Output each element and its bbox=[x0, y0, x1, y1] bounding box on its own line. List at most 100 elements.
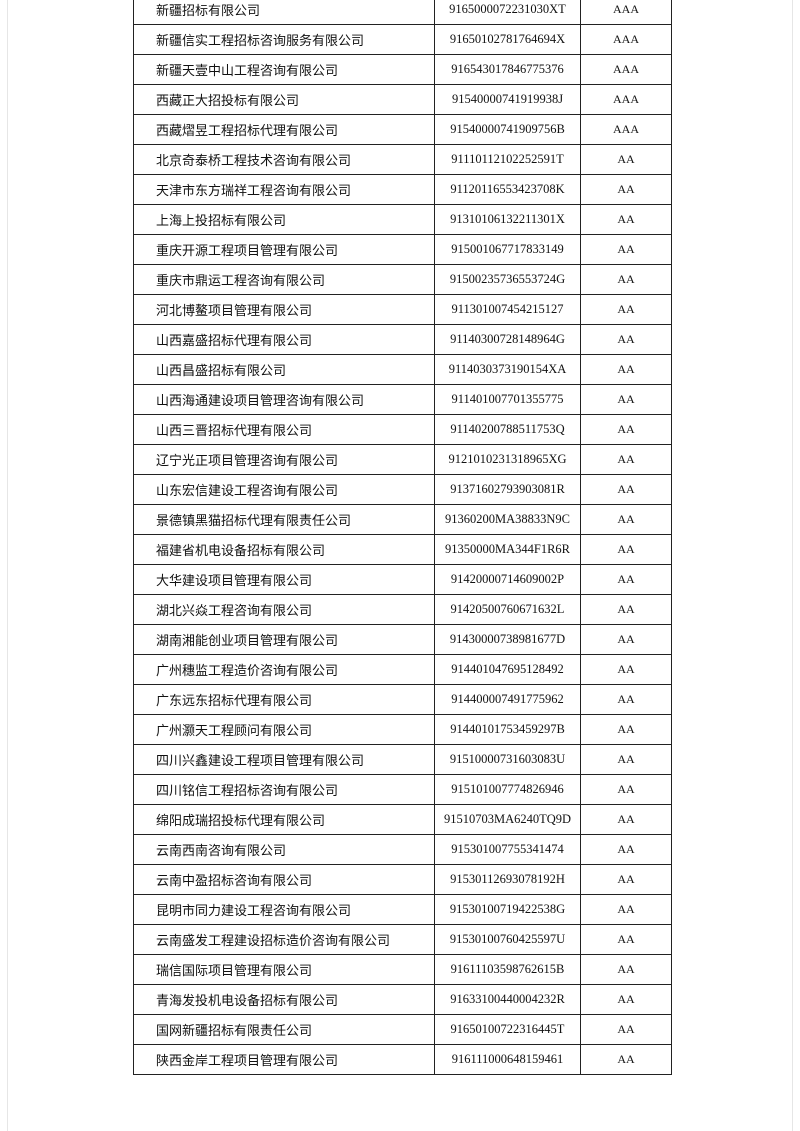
table-row: 四川铭信工程招标咨询有限公司 915101007774826946 AA bbox=[133, 774, 672, 805]
company-name: 广州穗监工程造价咨询有限公司 bbox=[133, 654, 435, 685]
table-row: 瑞信国际项目管理有限公司 91611103598762615B AA bbox=[133, 954, 672, 985]
company-table: 新疆招标有限公司 9165000072231030XT AAA 新疆信实工程招标咨询服… bbox=[133, 0, 672, 1075]
credit-code: 91110112102252591T bbox=[434, 144, 581, 175]
rating: AA bbox=[580, 954, 672, 985]
rating: AA bbox=[580, 624, 672, 655]
company-name: 国网新疆招标有限责任公司 bbox=[133, 1014, 435, 1045]
credit-code: 9121010231318965XG bbox=[434, 444, 581, 475]
company-name: 辽宁光正项目管理咨询有限公司 bbox=[133, 444, 435, 475]
rating: AA bbox=[580, 654, 672, 685]
table-row: 昆明市同力建设工程咨询有限公司 91530100719422538G AA bbox=[133, 894, 672, 925]
credit-code: 91360200MA38833N9C bbox=[434, 504, 581, 535]
credit-code: 91530100760425597U bbox=[434, 924, 581, 955]
credit-code: 916543017846775376 bbox=[434, 54, 581, 85]
table-row: 北京奇泰桥工程技术咨询有限公司 91110112102252591T AA bbox=[133, 144, 672, 175]
rating: AA bbox=[580, 234, 672, 265]
rating: AAA bbox=[580, 54, 672, 85]
company-name: 新疆信实工程招标咨询服务有限公司 bbox=[133, 24, 435, 55]
company-name: 云南西南咨询有限公司 bbox=[133, 834, 435, 865]
credit-code: 911301007454215127 bbox=[434, 294, 581, 325]
credit-code: 916111000648159461 bbox=[434, 1044, 581, 1075]
company-name: 四川铭信工程招标咨询有限公司 bbox=[133, 774, 435, 805]
credit-code: 915301007755341474 bbox=[434, 834, 581, 865]
credit-code: 91650100722316445T bbox=[434, 1014, 581, 1045]
rating: AA bbox=[580, 1014, 672, 1045]
company-name: 广州灏天工程顾问有限公司 bbox=[133, 714, 435, 745]
rating: AA bbox=[580, 924, 672, 955]
table-row: 大华建设项目管理有限公司 91420000714609002P AA bbox=[133, 564, 672, 595]
credit-code: 91120116553423708K bbox=[434, 174, 581, 205]
credit-code: 91440101753459297B bbox=[434, 714, 581, 745]
table-row: 广东远东招标代理有限公司 914400007491775962 AA bbox=[133, 684, 672, 715]
rating: AA bbox=[580, 264, 672, 295]
company-name: 广东远东招标代理有限公司 bbox=[133, 684, 435, 715]
table-row: 青海发投机电设备招标有限公司 91633100440004232R AA bbox=[133, 984, 672, 1015]
company-name: 山西三晋招标代理有限公司 bbox=[133, 414, 435, 445]
table-row: 新疆天壹中山工程咨询有限公司 916543017846775376 AAA bbox=[133, 54, 672, 85]
rating: AA bbox=[580, 714, 672, 745]
credit-code: 91530100719422538G bbox=[434, 894, 581, 925]
credit-code: 91650102781764694X bbox=[434, 24, 581, 55]
rating: AAA bbox=[580, 0, 672, 25]
rating: AA bbox=[580, 294, 672, 325]
company-name: 山西海通建设项目管理咨询有限公司 bbox=[133, 384, 435, 415]
rating: AA bbox=[580, 804, 672, 835]
company-name: 新疆招标有限公司 bbox=[133, 0, 435, 25]
rating: AA bbox=[580, 864, 672, 895]
company-name: 山东宏信建设工程咨询有限公司 bbox=[133, 474, 435, 505]
rating: AA bbox=[580, 744, 672, 775]
table-row: 上海上投招标有限公司 91310106132211301X AA bbox=[133, 204, 672, 235]
table-row: 绵阳成瑞招投标代理有限公司 91510703MA6240TQ9D AA bbox=[133, 804, 672, 835]
rating: AA bbox=[580, 534, 672, 565]
table-row: 云南盛发工程建设招标造价咨询有限公司 91530100760425597U AA bbox=[133, 924, 672, 955]
table-row: 辽宁光正项目管理咨询有限公司 9121010231318965XG AA bbox=[133, 444, 672, 475]
credit-code: 91500235736553724G bbox=[434, 264, 581, 295]
table-row: 新疆信实工程招标咨询服务有限公司 91650102781764694X AAA bbox=[133, 24, 672, 55]
rating: AA bbox=[580, 324, 672, 355]
credit-code: 91140200788511753Q bbox=[434, 414, 581, 445]
table-row: 云南西南咨询有限公司 915301007755341474 AA bbox=[133, 834, 672, 865]
table-row: 国网新疆招标有限责任公司 91650100722316445T AA bbox=[133, 1014, 672, 1045]
credit-code: 91420500760671632L bbox=[434, 594, 581, 625]
credit-code: 914400007491775962 bbox=[434, 684, 581, 715]
table-row: 湖北兴焱工程咨询有限公司 91420500760671632L AA bbox=[133, 594, 672, 625]
table-row: 重庆市鼎运工程咨询有限公司 91500235736553724G AA bbox=[133, 264, 672, 295]
company-name: 四川兴鑫建设工程项目管理有限公司 bbox=[133, 744, 435, 775]
rating: AA bbox=[580, 474, 672, 505]
company-name: 湖北兴焱工程咨询有限公司 bbox=[133, 594, 435, 625]
company-name: 重庆市鼎运工程咨询有限公司 bbox=[133, 264, 435, 295]
rating: AA bbox=[580, 354, 672, 385]
credit-code: 91310106132211301X bbox=[434, 204, 581, 235]
company-name: 天津市东方瑞祥工程咨询有限公司 bbox=[133, 174, 435, 205]
table-row: 陕西金岸工程项目管理有限公司 916111000648159461 AA bbox=[133, 1044, 672, 1075]
rating: AA bbox=[580, 684, 672, 715]
table-row: 山西海通建设项目管理咨询有限公司 911401007701355775 AA bbox=[133, 384, 672, 415]
rating: AA bbox=[580, 444, 672, 475]
rating: AAA bbox=[580, 84, 672, 115]
company-name: 昆明市同力建设工程咨询有限公司 bbox=[133, 894, 435, 925]
credit-code: 9114030373190154XA bbox=[434, 354, 581, 385]
table-row: 四川兴鑫建设工程项目管理有限公司 91510000731603083U AA bbox=[133, 744, 672, 775]
rating: AA bbox=[580, 504, 672, 535]
credit-code: 91140300728148964G bbox=[434, 324, 581, 355]
rating: AA bbox=[580, 564, 672, 595]
company-name: 大华建设项目管理有限公司 bbox=[133, 564, 435, 595]
company-name: 云南盛发工程建设招标造价咨询有限公司 bbox=[133, 924, 435, 955]
company-name: 上海上投招标有限公司 bbox=[133, 204, 435, 235]
table-row: 云南中盈招标咨询有限公司 91530112693078192H AA bbox=[133, 864, 672, 895]
rating: AA bbox=[580, 384, 672, 415]
credit-code: 915101007774826946 bbox=[434, 774, 581, 805]
table-row: 天津市东方瑞祥工程咨询有限公司 91120116553423708K AA bbox=[133, 174, 672, 205]
table-row: 西藏正大招投标有限公司 91540000741919938J AAA bbox=[133, 84, 672, 115]
credit-code: 914401047695128492 bbox=[434, 654, 581, 685]
rating: AA bbox=[580, 984, 672, 1015]
credit-code: 91530112693078192H bbox=[434, 864, 581, 895]
table-row: 景德镇黑猫招标代理有限责任公司 91360200MA38833N9C AA bbox=[133, 504, 672, 535]
company-name: 景德镇黑猫招标代理有限责任公司 bbox=[133, 504, 435, 535]
company-name: 云南中盈招标咨询有限公司 bbox=[133, 864, 435, 895]
table-row: 新疆招标有限公司 9165000072231030XT AAA bbox=[133, 0, 672, 25]
company-name: 西藏熠昱工程招标代理有限公司 bbox=[133, 114, 435, 145]
credit-code: 911401007701355775 bbox=[434, 384, 581, 415]
credit-code: 91371602793903081R bbox=[434, 474, 581, 505]
